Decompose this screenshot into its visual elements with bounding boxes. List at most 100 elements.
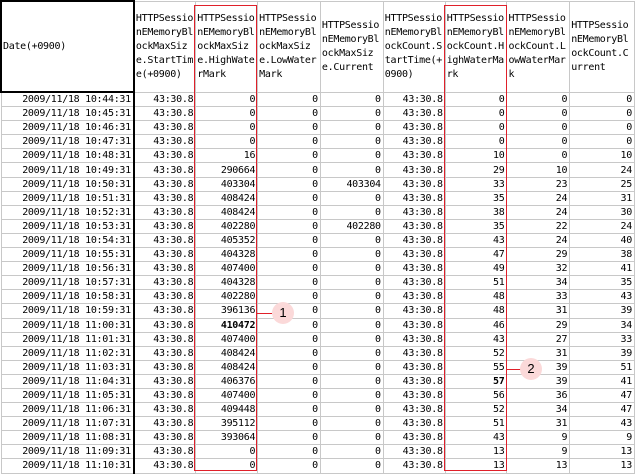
cell[interactable]: 43:30.8 [382, 416, 446, 432]
cell[interactable]: 39 [569, 303, 635, 319]
cell[interactable]: 43:30.8 [133, 162, 197, 178]
cell[interactable]: 2009/11/18 11:01:31 [0, 331, 135, 347]
cell[interactable]: 0 [319, 402, 384, 418]
cell[interactable]: 0 [506, 148, 571, 164]
cell[interactable]: 43:30.8 [133, 331, 197, 347]
cell[interactable]: 43:30.8 [382, 232, 446, 249]
cell[interactable]: 0 [569, 106, 635, 122]
cell[interactable]: 0 [319, 416, 384, 432]
cell[interactable]: 43:30.8 [133, 402, 197, 418]
cell[interactable]: 13 [569, 458, 635, 474]
cell[interactable]: 41 [569, 261, 635, 277]
cell[interactable]: 43:30.8 [382, 289, 446, 305]
cell[interactable]: 405352 [195, 232, 259, 249]
cell[interactable]: 16 [195, 148, 259, 164]
cell[interactable]: 0 [319, 317, 384, 333]
cell[interactable]: 0 [257, 232, 321, 249]
cell[interactable]: 39 [569, 345, 635, 361]
cell[interactable]: 403304 [195, 176, 259, 192]
cell[interactable]: 0 [257, 91, 321, 108]
cell[interactable]: 43:30.8 [382, 261, 446, 277]
cell[interactable]: 43:30.8 [382, 359, 446, 375]
cell[interactable]: 29 [444, 162, 508, 178]
cell[interactable]: 43:30.8 [382, 458, 446, 474]
cell[interactable]: 43:30.8 [382, 120, 446, 136]
cell[interactable]: 0 [319, 106, 384, 122]
cell[interactable]: 43:30.8 [133, 204, 197, 220]
cell[interactable]: 29 [506, 317, 571, 333]
cell[interactable]: 13 [444, 458, 508, 474]
cell[interactable]: 24 [506, 190, 571, 206]
cell[interactable]: 0 [257, 458, 321, 474]
cell[interactable]: 0 [444, 106, 508, 122]
cell[interactable]: 41 [569, 373, 635, 389]
cell[interactable]: 408424 [195, 190, 259, 206]
cell[interactable]: 51 [444, 275, 508, 291]
cell[interactable]: 43:30.8 [133, 275, 197, 291]
cell[interactable]: 0 [319, 91, 384, 108]
cell[interactable]: 43:30.8 [133, 91, 197, 108]
cell[interactable]: 35 [444, 218, 508, 234]
cell[interactable]: 49 [444, 261, 508, 277]
cell[interactable]: 0 [257, 134, 321, 150]
cell[interactable]: 30 [569, 204, 635, 220]
cell[interactable]: 0 [319, 247, 384, 263]
cell[interactable]: 43:30.8 [133, 148, 197, 164]
cell[interactable]: 43:30.8 [133, 190, 197, 206]
cell[interactable]: 0 [319, 387, 384, 404]
cell[interactable]: 47 [569, 402, 635, 418]
cell[interactable]: 2009/11/18 10:54:31 [0, 232, 135, 249]
cell[interactable]: 0 [506, 120, 571, 136]
cell[interactable]: 407400 [195, 261, 259, 277]
cell[interactable]: 48 [444, 303, 508, 319]
cell[interactable]: 29 [506, 247, 571, 263]
cell[interactable]: 43:30.8 [382, 317, 446, 333]
cell[interactable]: 408424 [195, 359, 259, 375]
cell[interactable]: 24 [506, 204, 571, 220]
cell[interactable]: 0 [257, 218, 321, 234]
cell[interactable]: 31 [569, 190, 635, 206]
cell[interactable]: 43:30.8 [133, 120, 197, 136]
cell[interactable]: 2009/11/18 10:56:31 [0, 261, 135, 277]
cell[interactable]: 56 [444, 387, 508, 404]
cell[interactable]: 43:30.8 [382, 204, 446, 220]
cell[interactable]: 38 [569, 247, 635, 263]
cell[interactable]: 0 [195, 106, 259, 122]
cell[interactable]: 0 [257, 247, 321, 263]
cell[interactable]: 43:30.8 [133, 317, 197, 333]
cell[interactable]: 0 [319, 261, 384, 277]
cell[interactable]: 55 [444, 359, 508, 375]
cell[interactable]: 2009/11/18 10:48:31 [0, 148, 135, 164]
cell[interactable]: 52 [444, 402, 508, 418]
cell[interactable]: 2009/11/18 10:51:31 [0, 190, 135, 206]
cell[interactable]: 43:30.8 [382, 190, 446, 206]
cell[interactable]: 0 [257, 190, 321, 206]
cell[interactable]: 43:30.8 [382, 162, 446, 178]
cell[interactable]: 0 [319, 204, 384, 220]
cell[interactable]: 43:30.8 [133, 232, 197, 249]
cell[interactable]: 0 [257, 289, 321, 305]
cell[interactable]: 2009/11/18 11:03:31 [0, 359, 135, 375]
cell[interactable]: 13 [569, 444, 635, 460]
cell[interactable]: 402280 [195, 218, 259, 234]
cell[interactable]: 35 [569, 275, 635, 291]
column-header[interactable]: HTTPSessionEMemoryBlockCount.HighWaterMa… [444, 0, 508, 93]
cell[interactable]: 43:30.8 [133, 261, 197, 277]
cell[interactable]: 43:30.8 [382, 387, 446, 404]
cell[interactable]: 51 [569, 359, 635, 375]
cell[interactable]: 2009/11/18 10:46:31 [0, 120, 135, 136]
cell[interactable]: 0 [257, 162, 321, 178]
cell[interactable]: 38 [444, 204, 508, 220]
cell[interactable]: 2009/11/18 10:45:31 [0, 106, 135, 122]
cell[interactable]: 23 [506, 176, 571, 192]
cell[interactable]: 0 [506, 106, 571, 122]
cell[interactable]: 2009/11/18 10:44:31 [0, 91, 135, 108]
cell[interactable]: 0 [506, 91, 571, 108]
column-header[interactable]: HTTPSessionEMemoryBlockMaxSize.StartTime… [133, 0, 197, 93]
cell[interactable]: 404328 [195, 275, 259, 291]
cell[interactable]: 33 [569, 331, 635, 347]
cell[interactable]: 43:30.8 [133, 387, 197, 404]
cell[interactable]: 396136 [195, 303, 259, 319]
column-header[interactable]: HTTPSessionEMemoryBlockMaxSize.HighWater… [195, 0, 259, 93]
cell[interactable]: 0 [319, 303, 384, 319]
